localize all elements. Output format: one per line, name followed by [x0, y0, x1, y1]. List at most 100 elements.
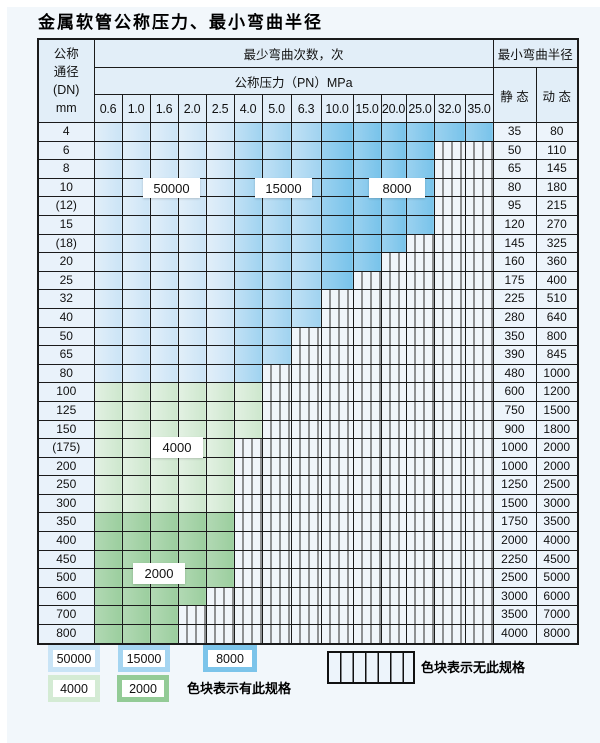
dynamic-value: 1000 — [535, 363, 579, 384]
dynamic-value: 4000 — [535, 531, 579, 551]
static-value: 280 — [492, 307, 537, 328]
spec-cell — [433, 214, 466, 235]
spec-cell — [177, 512, 207, 533]
spec-cell — [380, 456, 407, 477]
dynamic-value: 8000 — [535, 624, 579, 645]
dynamic-value: 800 — [535, 326, 579, 347]
spec-cell — [320, 531, 354, 551]
spec-cell — [149, 307, 179, 328]
table-row: 150 900 1800 — [37, 419, 579, 440]
spec-cell — [290, 549, 322, 570]
spec-cell — [380, 233, 407, 254]
dn-cell: 4 — [37, 122, 95, 142]
spec-cell — [352, 531, 382, 551]
region-label-15000: 15000 — [255, 178, 312, 198]
spec-cell — [121, 586, 151, 607]
table-row: 125 750 1500 — [37, 400, 579, 421]
spec-cell — [121, 307, 151, 328]
dn-cell: 150 — [37, 419, 95, 440]
dynamic-value: 360 — [535, 252, 579, 272]
table-row: 32 225 510 — [37, 289, 579, 309]
spec-cell — [433, 382, 466, 402]
dn-column-header: 公称 通径 (DN) mm — [37, 38, 95, 123]
spec-cell — [121, 493, 151, 514]
spec-cell — [380, 326, 407, 347]
spec-cell — [149, 493, 179, 514]
spec-cell — [177, 196, 207, 216]
spec-cell — [93, 177, 123, 198]
spec-cell — [380, 624, 407, 645]
spec-cell — [205, 382, 235, 402]
spec-cell — [352, 289, 382, 309]
spec-cell — [121, 122, 151, 142]
spec-cell — [433, 624, 466, 645]
spec-cell — [261, 456, 292, 477]
spec-cell — [121, 456, 151, 477]
spec-cell — [205, 512, 235, 533]
spec-cell — [177, 419, 207, 440]
pn-column-header: 2.5 — [205, 94, 235, 123]
spec-cell — [290, 307, 322, 328]
spec-cell — [149, 512, 179, 533]
spec-cell — [320, 456, 354, 477]
dynamic-value: 2500 — [535, 475, 579, 495]
spec-cell — [121, 363, 151, 384]
spec-cell — [93, 549, 123, 570]
spec-cell — [380, 122, 407, 142]
spec-cell — [121, 475, 151, 495]
spec-cell — [405, 456, 435, 477]
spec-cell — [405, 233, 435, 254]
spec-cell — [290, 512, 322, 533]
bend-cycles-header: 最少弯曲次数，次 — [93, 38, 494, 68]
dn-cell: 300 — [37, 493, 95, 514]
spec-cell — [380, 568, 407, 588]
spec-cell — [290, 493, 322, 514]
dn-cell: 6 — [37, 140, 95, 161]
pn-column-header: 5.0 — [261, 94, 292, 123]
spec-cell — [261, 307, 292, 328]
dynamic-value: 510 — [535, 289, 579, 309]
spec-cell — [405, 326, 435, 347]
spec-cell — [320, 252, 354, 272]
spec-cell — [290, 419, 322, 440]
spec-cell — [290, 233, 322, 254]
spec-cell — [177, 140, 207, 161]
spec-cell — [233, 549, 263, 570]
spec-cell — [205, 214, 235, 235]
spec-cell — [464, 382, 494, 402]
spec-cell — [149, 586, 179, 607]
static-value: 145 — [492, 233, 537, 254]
spec-cell — [93, 289, 123, 309]
spec-cell — [433, 177, 466, 198]
spec-cell — [261, 140, 292, 161]
spec-cell — [433, 159, 466, 179]
region-label-50000: 50000 — [143, 178, 200, 198]
spec-cell — [177, 475, 207, 495]
dynamic-value: 400 — [535, 270, 579, 291]
dynamic-value: 110 — [535, 140, 579, 161]
spec-cell — [177, 382, 207, 402]
dn-header-line: 通径 — [53, 65, 79, 79]
spec-cell — [233, 419, 263, 440]
legend-swatch-2000: 2000 — [117, 675, 169, 702]
spec-cell — [93, 214, 123, 235]
spec-cell — [352, 159, 382, 179]
spec-cell — [121, 624, 151, 645]
dynamic-value: 1200 — [535, 382, 579, 402]
legend-swatch-label: 50000 — [53, 650, 95, 667]
static-value: 225 — [492, 289, 537, 309]
spec-cell — [290, 382, 322, 402]
spec-cell — [93, 122, 123, 142]
spec-cell — [121, 140, 151, 161]
spec-cell — [380, 586, 407, 607]
spec-cell — [380, 531, 407, 551]
min-bend-radius-header: 最小弯曲半径 — [492, 38, 579, 68]
spec-cell — [290, 270, 322, 291]
legend-swatch-label: 2000 — [122, 680, 164, 697]
pn-column-header: 35.0 — [464, 94, 494, 123]
spec-cell — [290, 624, 322, 645]
spec-cell — [121, 345, 151, 365]
static-value: 390 — [492, 345, 537, 365]
table-row: 4 35 80 — [37, 122, 579, 142]
header-row-3: 0.6 1.0 1.6 2.0 2.5 4.0 5.0 6.3 10.0 15.0 20.0 25.0… — [38, 94, 578, 123]
